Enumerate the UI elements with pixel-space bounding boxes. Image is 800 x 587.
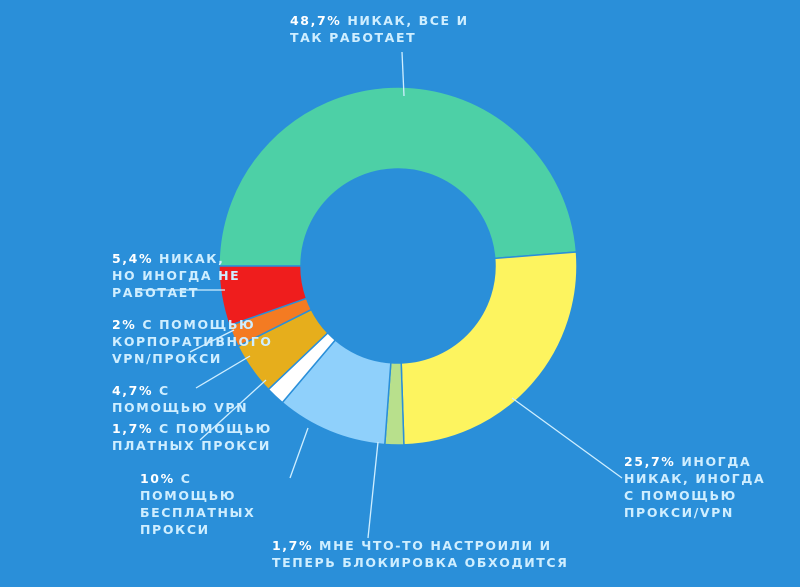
leader-line xyxy=(195,355,251,389)
category-label: МНЕ ЧТО-ТО НАСТРОИЛИ И ТЕПЕРЬ БЛОКИРОВКА… xyxy=(272,538,569,570)
donut-segment xyxy=(218,265,308,327)
percent-label: 4,7% xyxy=(112,383,154,398)
category-label: НИКАК, ВСЕ И ТАК РАБОТАЕТ xyxy=(290,13,469,45)
percent-label: 5,4% xyxy=(112,251,154,266)
leader-line xyxy=(401,51,405,97)
category-label: ИНОГДА НИКАК, ИНОГДА С ПОМОЩЬЮ ПРОКСИ/VP… xyxy=(624,454,766,520)
percent-label: 1,7% xyxy=(272,538,314,553)
percent-label: 48,7% xyxy=(290,13,342,28)
leader-lines xyxy=(135,51,623,539)
segment-label: 25,7% ИНОГДА НИКАК, ИНОГДА С ПОМОЩЬЮ ПРО… xyxy=(624,453,774,521)
leader-line xyxy=(189,329,235,353)
category-label: НИКАК, НО ИНОГДА НЕ РАБОТАЕТ xyxy=(112,251,241,300)
donut-segment xyxy=(218,86,578,267)
leader-line xyxy=(289,427,309,479)
segment-label: 2% С ПОМОЩЬЮ КОРПОРАТИВНОГО VPN/ПРОКСИ xyxy=(112,316,282,367)
segment-label: 1,7% С ПОМОЩЬЮ ПЛАТНЫХ ПРОКСИ xyxy=(112,420,292,454)
donut-segment xyxy=(400,251,578,446)
percent-label: 2% xyxy=(112,317,137,332)
segment-label: 10% С ПОМОЩЬЮ БЕСПЛАТНЫХ ПРОКСИ xyxy=(140,470,290,538)
category-label: С ПОМОЩЬЮ ПЛАТНЫХ ПРОКСИ xyxy=(112,421,272,453)
category-label: С ПОМОЩЬЮ VPN xyxy=(112,383,249,415)
percent-label: 10% xyxy=(140,471,175,486)
leader-line xyxy=(511,397,623,479)
segment-label: 1,7% МНЕ ЧТО-ТО НАСТРОИЛИ И ТЕПЕРЬ БЛОКИ… xyxy=(272,537,612,571)
leader-line xyxy=(199,379,267,441)
leader-line xyxy=(367,441,379,539)
category-label: С ПОМОЩЬЮ БЕСПЛАТНЫХ ПРОКСИ xyxy=(140,471,256,537)
segment-label: 5,4% НИКАК, НО ИНОГДА НЕ РАБОТАЕТ xyxy=(112,250,252,301)
percent-label: 25,7% xyxy=(624,454,676,469)
segment-label: 48,7% НИКАК, ВСЕ И ТАК РАБОТАЕТ xyxy=(290,12,500,46)
category-label: С ПОМОЩЬЮ КОРПОРАТИВНОГО VPN/ПРОКСИ xyxy=(112,317,273,366)
segment-label: 4,7% С ПОМОЩЬЮ VPN xyxy=(112,382,262,416)
percent-label: 1,7% xyxy=(112,421,154,436)
